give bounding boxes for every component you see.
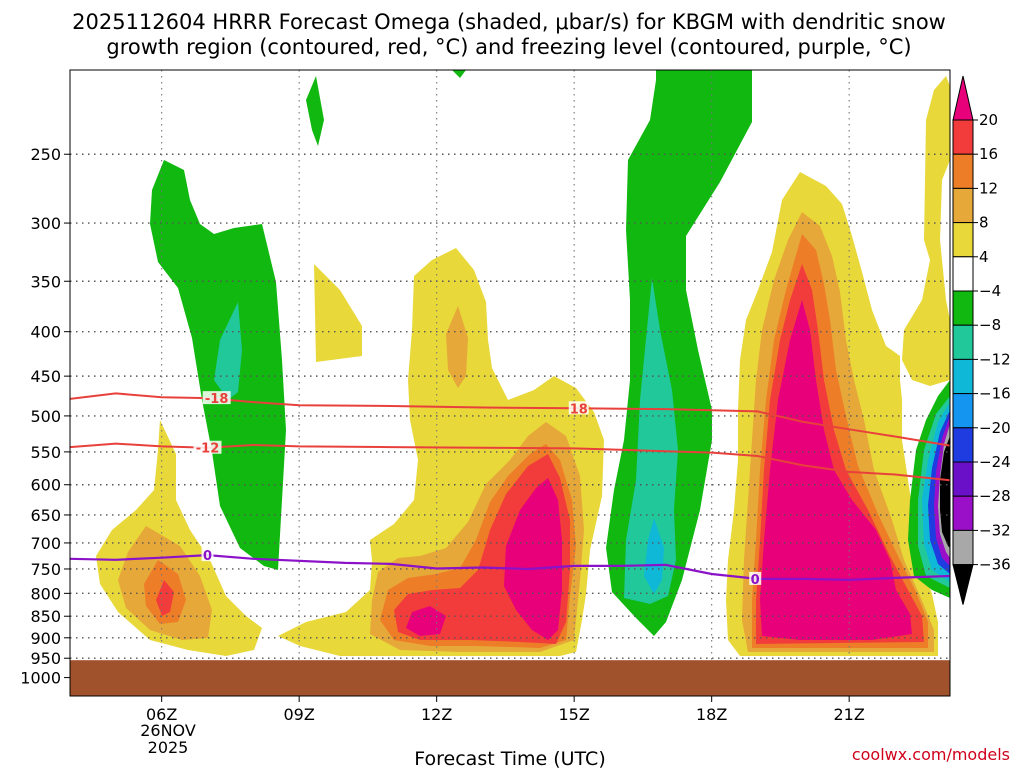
colorbar-bin-7 [952,324,974,360]
y-tick-label-650: 650 [30,506,61,525]
colorbar-label-10: −24 [979,453,1011,471]
colorbar-bin-10 [952,427,974,463]
colorbar-bin-5 [952,256,974,292]
y-tick-label-450: 450 [30,367,61,386]
colorbar-label-12: −32 [979,521,1011,539]
contour-label-3: 0 [203,549,212,564]
colorbar-label-2: 12 [979,179,998,197]
omega-rise-mid-yellow [314,264,362,362]
contour-label-2: -12 [196,442,220,457]
gridlines [70,70,950,696]
omega-sink-top-dot [452,70,466,78]
y-axis: 250 300 350 400 450 500 550 600 650 700 750 800 850 9… [20,145,70,688]
contour-label-4: 0 [751,573,760,588]
colorbar-label-1: 16 [979,145,998,163]
colorbar-top-arrow [952,75,974,121]
y-tick-label-700: 700 [30,534,61,553]
colorbar-label-11: −28 [979,487,1011,505]
contour-labels: -18 18 -12 0 0 [193,391,762,588]
dgz-contour-minus18 [70,392,950,447]
colorbar-bin-9 [952,393,974,429]
dgz-contour-minus12 [70,442,950,482]
x-axis: 06Z 09Z 12Z 15Z 18Z 21Z [146,696,865,724]
omega-rise-left-vstrong [156,580,174,616]
contour-label-bg [568,401,589,415]
ground-surface [70,660,950,696]
omega-sink-inner [644,518,664,594]
colorbar-label-8: −16 [979,385,1011,403]
y-tick-label-750: 750 [30,560,61,579]
colorbar-bin-2 [952,153,974,189]
y-tick-label-600: 600 [30,476,61,495]
colorbar-bin-4 [952,222,974,258]
colorbar-label-9: −20 [979,419,1011,437]
x-tick-label-12Z: 12Z [421,705,452,724]
colorbar-bin-1 [952,119,974,155]
colorbar-label-13: −36 [979,556,1011,574]
contour-label-bg [749,571,762,585]
omega-rise-main-max [406,478,562,640]
contour-label-1: 18 [570,402,588,417]
chart-title-line2: growth region (contoured, red, °C) and f… [106,35,911,59]
colorbar-bin-3 [952,187,974,224]
x-tick-label-21Z: 21Z [834,705,865,724]
colorbar-label-5: −4 [979,282,1001,300]
colorbar-bin-6 [952,290,974,326]
y-tick-label-250: 250 [30,145,61,164]
date-label-day: 26NOV [140,721,196,740]
colorbar-bin-13 [952,529,974,566]
colorbar-label-0: 20 [979,111,998,129]
y-tick-label-300: 300 [30,214,61,233]
colorbar-label-6: −8 [979,316,1001,334]
colorbar-label-3: 8 [979,214,989,232]
credit-text: coolwx.com/models [852,745,1010,764]
plot-frame [69,69,951,697]
colorbar-label-7: −12 [979,350,1011,368]
y-tick-label-550: 550 [30,443,61,462]
contour-label-0: -18 [205,392,229,407]
colorbar-label-4: 4 [979,248,989,266]
y-tick-label-500: 500 [30,407,61,426]
colorbar-bin-11 [952,461,974,497]
y-tick-label-400: 400 [30,323,61,342]
y-tick-label-350: 350 [30,272,61,291]
omega-sink-edge-black [940,436,950,548]
contour-label-bg [201,548,214,562]
omega-rise-right-max [760,300,912,640]
x-tick-label-18Z: 18Z [696,705,727,724]
y-tick-label-950: 950 [30,649,61,668]
omega-shading [96,70,950,656]
colorbar: 20 16 12 8 4 −4 −8 −12 −16 −20 −24 −28 −32 −36 [952,75,1011,605]
y-tick-label-1000: 1000 [20,669,61,688]
omega-sink-top-sliver [306,76,324,146]
omega-sink-core [624,278,678,604]
y-tick-label-800: 800 [30,584,61,603]
date-label-year: 2025 [148,738,189,757]
colorbar-bottom-arrow [952,564,974,605]
x-axis-title: Forecast Time (UTC) [414,748,605,768]
colorbar-bin-12 [952,495,974,531]
colorbar-bin-8 [952,358,974,395]
y-tick-label-900: 900 [30,629,61,648]
x-tick-label-06Z: 06Z [146,705,177,724]
chart-title-line1: 2025112604 HRRR Forecast Omega (shaded, … [72,10,946,34]
plot-area: -18 18 -12 0 0 [70,70,950,696]
x-tick-label-09Z: 09Z [284,705,315,724]
contour-label-bg [193,440,222,454]
x-tick-label-15Z: 15Z [559,705,590,724]
contour-label-bg [202,391,231,405]
y-tick-label-850: 850 [30,607,61,626]
